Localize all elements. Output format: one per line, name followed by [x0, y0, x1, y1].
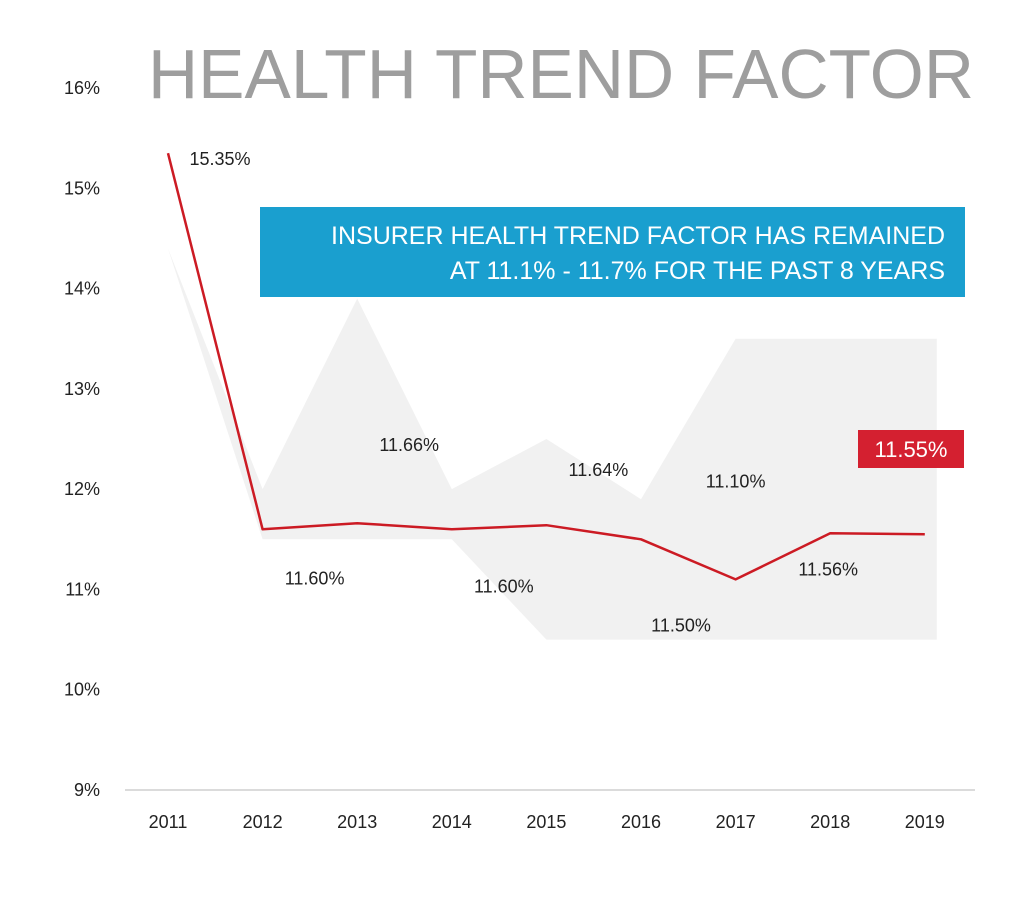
x-tick-label: 2015: [526, 812, 566, 832]
x-tick-label: 2017: [716, 812, 756, 832]
x-tick-label: 2016: [621, 812, 661, 832]
y-tick-label: 16%: [64, 78, 100, 98]
series-line-layer: [166, 152, 925, 581]
chart-title: HEALTH TREND FACTOR: [148, 35, 974, 113]
data-label: 15.35%: [189, 149, 250, 169]
callout-line-2: AT 11.1% - 11.7% FOR THE PAST 8 YEARS: [450, 257, 945, 285]
data-label: 11.66%: [379, 435, 439, 455]
callout-background: [260, 207, 965, 297]
y-tick-label: 12%: [64, 479, 100, 499]
callout-box: INSURER HEALTH TREND FACTOR HAS REMAINED…: [260, 207, 965, 297]
range-band: [168, 248, 937, 640]
y-tick-label: 13%: [64, 379, 100, 399]
x-tick-label: 2011: [149, 812, 188, 832]
series-line: [166, 152, 925, 581]
y-axis-ticks: 9% 10% 11% 12% 13% 14% 15% 16%: [64, 78, 100, 800]
badge-value: 11.55%: [875, 437, 948, 462]
y-tick-label: 14%: [64, 279, 100, 299]
badge-background: [858, 430, 964, 468]
y-tick-label: 9%: [74, 780, 100, 800]
callout-line-1: INSURER HEALTH TREND FACTOR HAS REMAINED: [331, 222, 945, 250]
x-tick-label: 2013: [337, 812, 377, 832]
range-band-layer: [168, 248, 937, 640]
x-tick-label: 2018: [810, 812, 850, 832]
data-label: 11.56%: [798, 559, 858, 579]
y-tick-label: 10%: [64, 680, 100, 700]
x-tick-label: 2014: [432, 812, 472, 832]
y-tick-label: 11%: [65, 579, 100, 599]
data-label: 11.50%: [651, 615, 711, 635]
data-label: 11.64%: [569, 460, 629, 480]
data-label: 11.10%: [706, 471, 766, 491]
x-axis-ticks: 2011 2012 2013 2014 2015 2016 2017 2018 2019: [149, 812, 945, 832]
y-tick-label: 15%: [64, 178, 100, 198]
x-tick-label: 2019: [905, 812, 945, 832]
latest-value-badge: 11.55%: [858, 430, 964, 468]
data-labels-layer: 15.35% 11.60% 11.66% 11.60% 11.64% 11.50% 11.1…: [189, 149, 858, 635]
data-label: 11.60%: [474, 576, 534, 596]
data-label: 11.60%: [285, 568, 345, 588]
x-tick-label: 2012: [243, 812, 283, 832]
